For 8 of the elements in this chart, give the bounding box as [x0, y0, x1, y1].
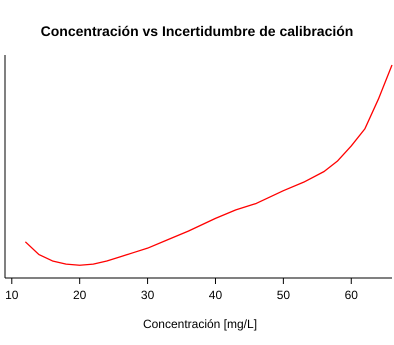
chart-title: Concentración vs Incertidumbre de calibración	[40, 23, 354, 39]
x-tick-label: 20	[73, 288, 87, 302]
x-tick-label: 50	[276, 288, 290, 302]
x-axis-title: Concentración [mg/L]	[142, 317, 258, 331]
x-tick-label: 10	[5, 288, 19, 302]
x-tick-label: 30	[140, 288, 155, 302]
x-tick-label: 40	[208, 288, 222, 302]
x-tick-label: 60	[344, 288, 358, 302]
